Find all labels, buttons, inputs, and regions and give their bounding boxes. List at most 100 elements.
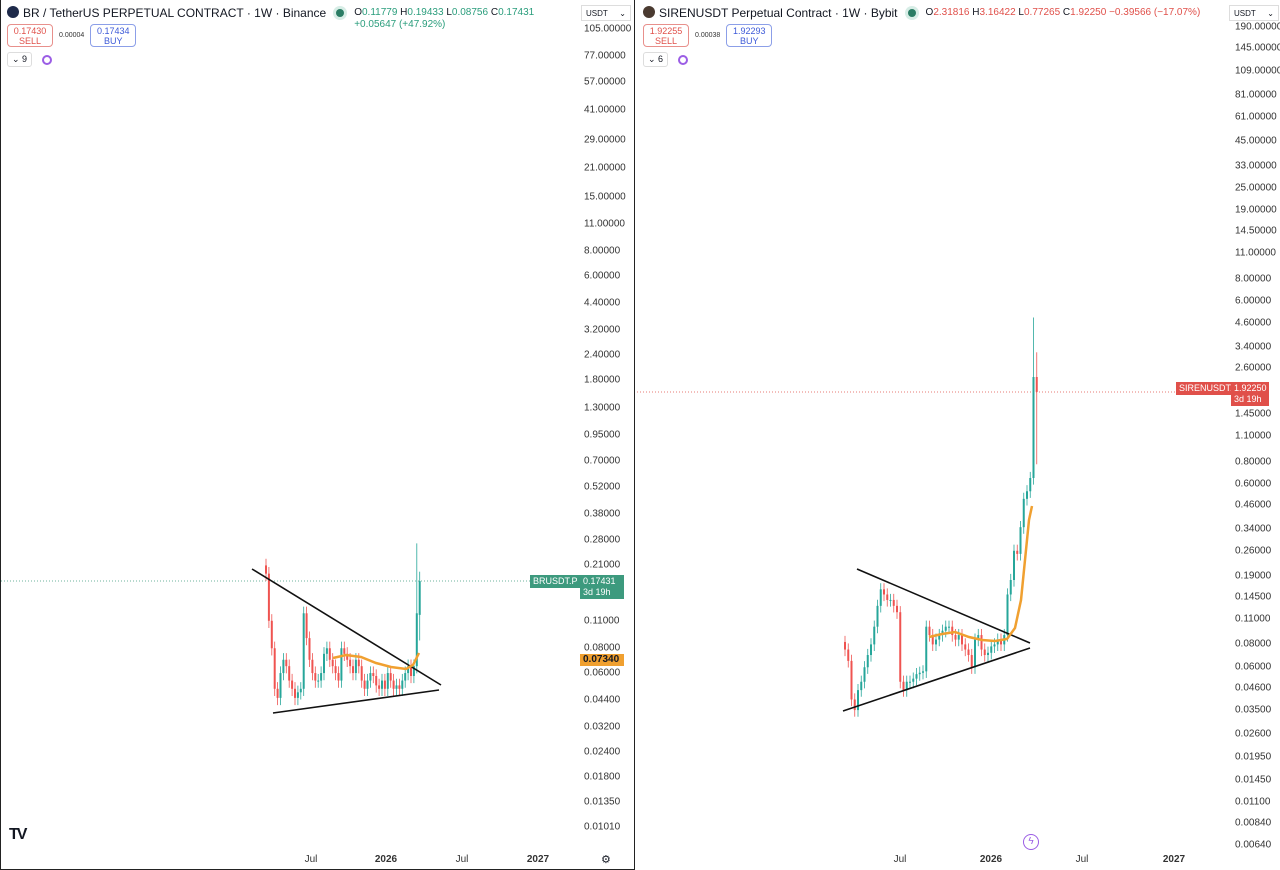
price-axis-tick: 1.80000 [584,374,621,386]
candle-body [265,565,267,574]
low-value: 0.08756 [451,7,489,18]
lightning-icon[interactable]: ϟ [1023,834,1039,850]
price-axis-tick: 0.11000 [584,615,620,627]
candle-body [967,649,970,656]
candle-body [323,653,325,674]
price-axis-tick: 0.01800 [584,771,621,783]
candle-body [873,626,876,645]
right-chart-pane[interactable]: SIRENUSDT Perpetual Contract · 1W · Bybi… [637,0,1280,870]
buy-button[interactable]: 1.92293 BUY [726,24,773,47]
price-axis-tick: 0.00640 [1235,839,1272,851]
candle-body [905,681,908,691]
candle-body [1026,491,1028,499]
candle-body [951,626,954,636]
candle-body [1035,376,1038,392]
price-axis-tick: 8.00000 [1235,273,1272,285]
indicators-toggle[interactable]: ⌄ 6 [643,52,669,67]
trendline [856,568,1031,644]
candle-body [366,680,369,689]
candle-body [977,635,980,640]
sell-button[interactable]: 0.17430 SELL [7,24,53,47]
currency-select[interactable]: USDT ⌄ [1229,5,1279,21]
price-axis-tick: 0.03200 [584,721,621,733]
candle-body [970,655,973,668]
price-axis-tick: 8.00000 [584,245,621,257]
market-status-icon [907,9,916,17]
right-chart-canvas[interactable] [637,0,1280,870]
candle-body [375,675,378,686]
candle-body [889,599,892,601]
sync-icon[interactable] [678,54,689,65]
symbol-title[interactable]: SIRENUSDT Perpetual Contract · 1W · Bybi… [659,6,898,20]
gear-icon[interactable]: ⚙ [601,854,611,866]
candle-body [401,680,404,689]
price-axis-tick: 0.60000 [1235,478,1272,490]
symbol-title[interactable]: BR / TetherUS PERPETUAL CONTRACT · 1W · … [23,6,327,20]
price-axis-tick: 0.08000 [584,642,621,654]
candle-body [349,659,352,667]
close-value: 0.17431 [498,7,535,18]
candle-body [354,659,357,674]
high-value: 3.16422 [979,7,1016,18]
time-axis-tick: Jul [304,854,318,865]
open-value: 2.31816 [933,7,970,18]
candle-body [372,673,375,676]
candle-body [317,680,320,682]
candle-body [870,644,872,656]
left-chart-pane[interactable]: BR / TetherUS PERPETUAL CONTRACT · 1W · … [0,0,635,870]
time-axis-tick: Jul [455,854,469,865]
candle-body [273,648,276,689]
price-axis-tick: 2.60000 [1235,362,1272,374]
candle-body [1032,376,1035,479]
candle-body [404,673,407,681]
currency-select[interactable]: USDT ⌄ [581,5,631,21]
chevron-down-icon: ⌄ [1267,9,1274,18]
price-axis-tick: 0.02600 [1235,728,1272,740]
price-axis-tick: 0.34000 [1235,523,1272,535]
price-axis-tick: 105.00000 [584,23,632,35]
indicators-toggle[interactable]: ⌄ 9 [7,52,33,67]
price-axis-tick: 19.00000 [1235,204,1277,216]
candle-body [285,659,288,667]
buy-button[interactable]: 0.17434 BUY [90,24,137,47]
candle-body [302,613,305,689]
price-axis-tick: 57.00000 [584,76,626,88]
price-axis-tick: 3.40000 [1235,341,1272,353]
candle-body [1013,550,1015,580]
price-axis-tick: 0.21000 [584,559,621,571]
left-chart-canvas[interactable] [1,0,636,870]
price-axis-tick: 61.00000 [1235,111,1277,123]
candle-body [844,641,846,650]
price-axis-tick: 0.00840 [1235,817,1272,829]
candle-body [412,666,415,676]
high-value: 0.19433 [407,7,444,18]
price-axis-tick: 1.30000 [584,402,621,414]
candle-body [288,666,291,681]
price-axis-tick: 14.50000 [1235,225,1277,237]
candle-body [386,673,389,689]
price-axis-tick: 0.04400 [584,694,621,706]
candle-body [276,688,279,698]
open-value: 0.11779 [361,7,398,18]
symbol-price-label: BRUSDT.P [530,575,581,588]
spread: 0.00038 [695,32,721,39]
time-axis-tick: 2027 [1162,854,1186,865]
candle-body [418,581,421,615]
candle-body [883,589,885,595]
candle-body [990,646,993,653]
candle-body [850,660,853,700]
candle-body [980,635,983,650]
price-axis-tick: 45.00000 [1235,135,1277,147]
tradingview-logo-icon[interactable]: TV [9,826,28,843]
market-status-icon [336,9,345,17]
trendline [272,689,440,714]
price-axis-tick: 0.08000 [1235,638,1272,650]
candle-body [938,635,941,640]
candle-body [1000,639,1002,645]
sell-button[interactable]: 1.92255 SELL [643,24,689,47]
trendline [842,647,1031,712]
candle-body [964,644,967,650]
sync-icon[interactable] [42,54,53,65]
moving-average-line [332,652,421,671]
price-axis-tick: 0.02400 [584,746,621,758]
